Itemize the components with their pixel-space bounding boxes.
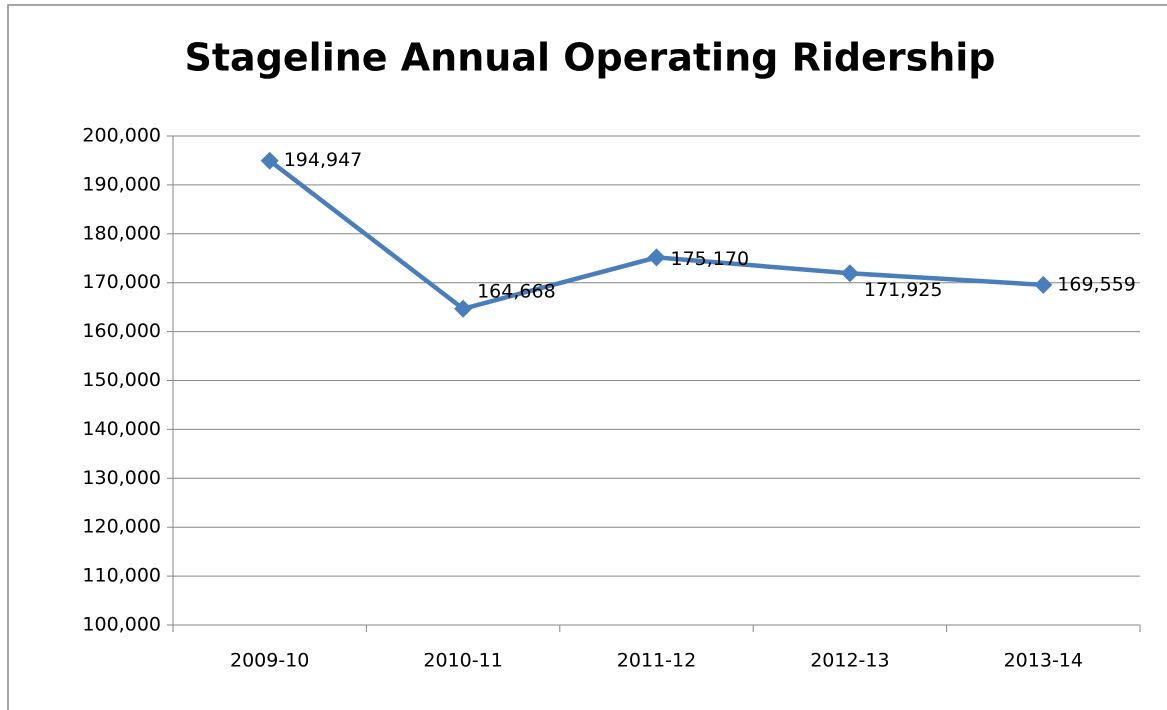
y-tick-label: 140,000	[82, 418, 161, 440]
y-tick-label: 150,000	[82, 369, 161, 391]
y-tick-label: 160,000	[82, 320, 161, 342]
chart-frame	[7, 4, 1167, 710]
y-tick-label: 120,000	[82, 516, 161, 538]
data-label: 194,947	[284, 149, 363, 171]
y-tick-label: 170,000	[82, 271, 161, 293]
data-point	[840, 264, 859, 283]
data-point	[260, 151, 279, 170]
y-tick-label: 200,000	[82, 125, 161, 147]
y-tick-label: 110,000	[82, 565, 161, 587]
data-label: 169,559	[1057, 273, 1136, 295]
data-label: 175,170	[671, 248, 750, 270]
data-label: 171,925	[864, 279, 943, 301]
y-tick-label: 180,000	[82, 222, 161, 244]
x-tick-label: 2012-13	[810, 650, 889, 672]
x-tick-label: 2011-12	[617, 650, 696, 672]
data-point	[1034, 275, 1053, 294]
chart-title: Stageline Annual Operating Ridership	[185, 36, 996, 80]
data-point	[454, 299, 473, 318]
data-label: 164,668	[477, 280, 556, 302]
y-tick-label: 190,000	[82, 173, 161, 195]
y-tick-label: 100,000	[82, 614, 161, 636]
y-tick-label: 130,000	[82, 467, 161, 489]
x-tick-label: 2013-14	[1004, 650, 1083, 672]
x-tick-label: 2009-10	[230, 650, 309, 672]
data-point	[647, 248, 666, 267]
x-tick-label: 2010-11	[423, 650, 502, 672]
